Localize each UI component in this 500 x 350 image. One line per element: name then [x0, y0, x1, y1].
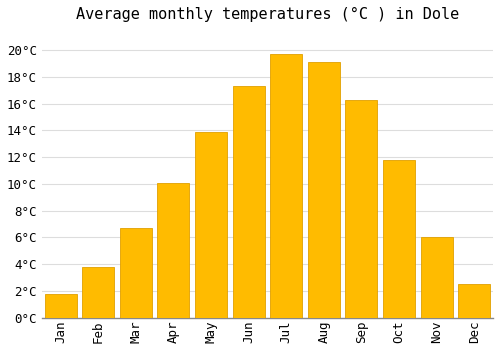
Title: Average monthly temperatures (°C ) in Dole: Average monthly temperatures (°C ) in Do… — [76, 7, 459, 22]
Bar — [346, 100, 378, 318]
Bar — [195, 132, 227, 318]
Bar — [120, 228, 152, 318]
Bar — [458, 284, 490, 318]
Bar — [82, 267, 114, 318]
Bar — [383, 160, 415, 318]
Bar — [270, 54, 302, 318]
Bar — [158, 183, 190, 318]
Bar — [44, 294, 76, 318]
Bar — [232, 86, 264, 318]
Bar — [420, 238, 452, 318]
Bar — [308, 62, 340, 318]
